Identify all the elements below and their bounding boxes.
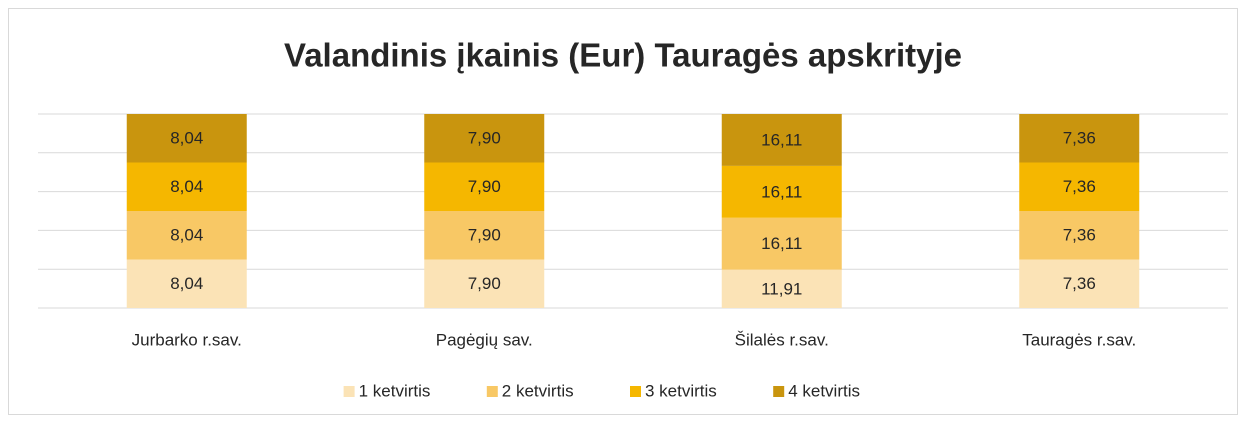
data-label: 11,91 bbox=[761, 279, 802, 298]
data-label: 8,04 bbox=[170, 274, 203, 293]
legend-swatch bbox=[773, 386, 785, 397]
data-label: 8,04 bbox=[170, 177, 203, 196]
legend-swatch bbox=[486, 386, 498, 397]
legend-label: 3 ketvirtis bbox=[645, 381, 717, 400]
data-label: 7,90 bbox=[468, 274, 501, 293]
bar-segment bbox=[126, 162, 247, 211]
legend-swatch bbox=[343, 386, 355, 397]
x-tick-label: Jurbarko r.sav. bbox=[132, 330, 242, 349]
data-label: 7,90 bbox=[468, 177, 501, 196]
bar-segment bbox=[424, 259, 545, 308]
bar-segment bbox=[1019, 114, 1140, 163]
bar-segment bbox=[721, 165, 842, 218]
bar-segment bbox=[424, 211, 545, 260]
data-label: 16,11 bbox=[761, 130, 802, 149]
data-label: 7,36 bbox=[1063, 226, 1096, 245]
legend-label: 1 ketvirtis bbox=[359, 381, 431, 400]
bar-segment bbox=[1019, 211, 1140, 260]
bar-segment bbox=[1019, 259, 1140, 308]
bar-segment bbox=[721, 217, 842, 270]
x-tick-label: Pagėgių sav. bbox=[436, 330, 533, 349]
legend-label: 4 ketvirtis bbox=[788, 381, 860, 400]
bar-segment bbox=[126, 211, 247, 260]
data-label: 7,90 bbox=[468, 129, 501, 148]
data-label: 8,04 bbox=[170, 129, 203, 148]
data-label: 8,04 bbox=[170, 226, 203, 245]
bar-segment bbox=[721, 269, 842, 308]
data-label: 16,11 bbox=[761, 182, 802, 201]
chart-title: Valandinis įkainis (Eur) Tauragės apskri… bbox=[284, 37, 962, 74]
legend-label: 2 ketvirtis bbox=[502, 381, 574, 400]
bar-segment bbox=[1019, 162, 1140, 211]
data-label: 7,36 bbox=[1063, 274, 1096, 293]
x-tick-label: Tauragės r.sav. bbox=[1022, 330, 1136, 349]
x-tick-label: Šilalės r.sav. bbox=[735, 330, 829, 349]
bar-segment bbox=[721, 114, 842, 166]
bar-segment bbox=[126, 259, 247, 308]
data-label: 7,36 bbox=[1063, 129, 1096, 148]
data-label: 16,11 bbox=[761, 234, 802, 253]
data-label: 7,90 bbox=[468, 226, 501, 245]
data-label: 7,36 bbox=[1063, 177, 1096, 196]
legend-swatch bbox=[630, 386, 641, 397]
bar-segment bbox=[424, 114, 545, 163]
bar-segment bbox=[126, 114, 247, 163]
bar-segment bbox=[424, 162, 545, 211]
